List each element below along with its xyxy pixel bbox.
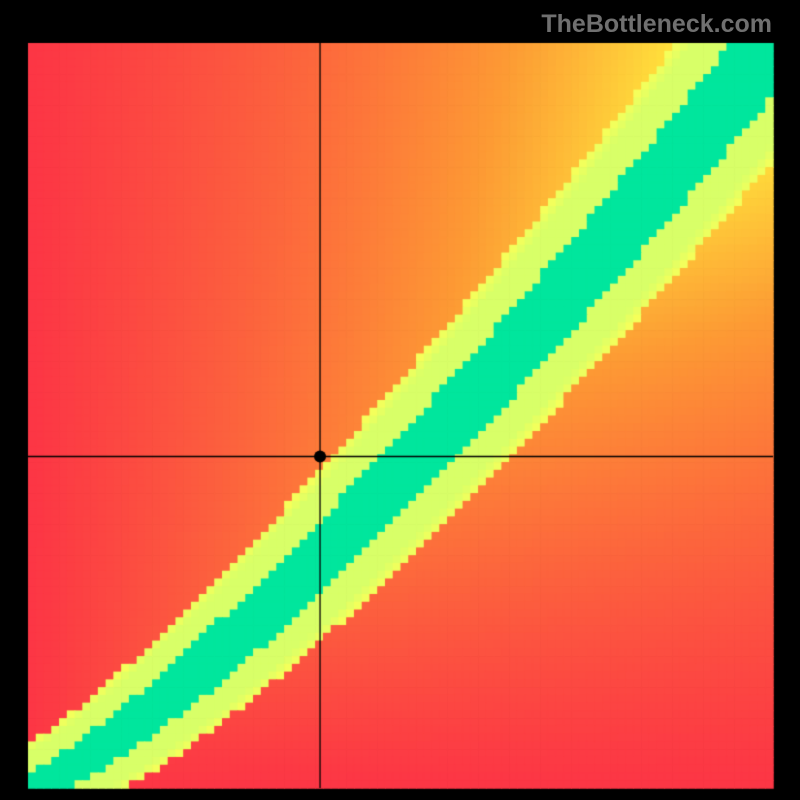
- watermark-text: TheBottleneck.com: [541, 10, 772, 39]
- chart-container: TheBottleneck.com: [0, 0, 800, 800]
- heatmap-canvas: [0, 0, 800, 800]
